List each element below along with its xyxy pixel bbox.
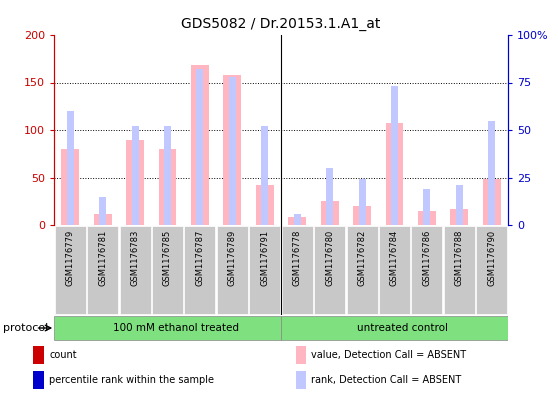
Bar [483,179,501,225]
Text: GSM1176784: GSM1176784 [390,230,399,286]
Text: GSM1176785: GSM1176785 [163,230,172,286]
Text: count: count [49,350,77,360]
Text: GSM1176782: GSM1176782 [358,230,367,286]
Bar [488,121,496,225]
Text: GSM1176787: GSM1176787 [195,230,204,286]
Bar [418,211,436,225]
Bar [33,371,44,389]
Bar [61,149,79,225]
Bar [358,179,365,225]
Bar [261,126,268,225]
FancyBboxPatch shape [119,226,151,314]
Text: 100 mM ethanol treated: 100 mM ethanol treated [113,323,239,333]
FancyBboxPatch shape [54,316,281,340]
FancyBboxPatch shape [55,226,86,314]
Bar [66,111,74,225]
Text: untreated control: untreated control [357,323,448,333]
FancyBboxPatch shape [379,226,410,314]
Text: GSM1176781: GSM1176781 [98,230,107,286]
FancyBboxPatch shape [249,226,280,314]
FancyBboxPatch shape [152,226,183,314]
Bar [294,214,301,225]
Text: GSM1176788: GSM1176788 [455,230,464,286]
Title: GDS5082 / Dr.20153.1.A1_at: GDS5082 / Dr.20153.1.A1_at [181,17,381,31]
Bar [296,346,306,364]
Text: rank, Detection Call = ABSENT: rank, Detection Call = ABSENT [311,375,461,385]
Bar [229,77,236,225]
Text: GSM1176780: GSM1176780 [325,230,334,286]
FancyBboxPatch shape [282,226,313,314]
Bar [158,149,176,225]
FancyBboxPatch shape [281,316,524,340]
Text: protocol: protocol [3,323,49,333]
Bar [196,69,204,225]
FancyBboxPatch shape [184,226,215,314]
Text: percentile rank within the sample: percentile rank within the sample [49,375,214,385]
Bar [164,126,171,225]
Bar [296,371,306,389]
Text: GSM1176779: GSM1176779 [66,230,75,286]
Text: GSM1176786: GSM1176786 [422,230,431,286]
Bar [450,209,468,225]
Text: value, Detection Call = ABSENT: value, Detection Call = ABSENT [311,350,466,360]
FancyBboxPatch shape [314,226,345,314]
Bar [99,196,106,225]
Bar [132,126,138,225]
FancyBboxPatch shape [347,226,378,314]
Bar [321,201,339,225]
FancyBboxPatch shape [217,226,248,314]
Bar [94,214,112,225]
Bar [256,185,274,225]
Bar [391,86,398,225]
FancyBboxPatch shape [411,226,442,314]
FancyBboxPatch shape [476,226,507,314]
Bar [126,140,144,225]
FancyBboxPatch shape [444,226,475,314]
FancyBboxPatch shape [87,226,118,314]
Text: GSM1176790: GSM1176790 [487,230,496,286]
Bar [353,206,371,225]
Text: GSM1176783: GSM1176783 [131,230,140,286]
Text: GSM1176789: GSM1176789 [228,230,237,286]
Bar [386,123,403,225]
Text: GSM1176778: GSM1176778 [293,230,302,286]
Bar [288,217,306,225]
Text: GSM1176791: GSM1176791 [260,230,270,286]
Bar [456,185,463,225]
Bar [33,346,44,364]
Bar [223,75,241,225]
Bar [191,65,209,225]
Bar [326,168,333,225]
Bar [424,189,430,225]
